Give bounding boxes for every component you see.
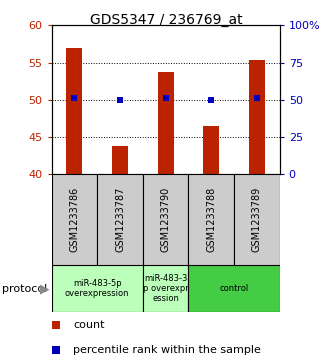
FancyBboxPatch shape xyxy=(52,174,97,265)
Text: GSM1233786: GSM1233786 xyxy=(69,187,80,252)
FancyBboxPatch shape xyxy=(143,265,188,312)
Bar xyxy=(203,126,219,174)
Text: GDS5347 / 236769_at: GDS5347 / 236769_at xyxy=(90,13,243,27)
FancyBboxPatch shape xyxy=(52,265,143,312)
Text: percentile rank within the sample: percentile rank within the sample xyxy=(73,345,261,355)
Text: ▶: ▶ xyxy=(40,282,50,295)
FancyBboxPatch shape xyxy=(143,174,188,265)
Bar xyxy=(249,60,265,174)
Text: GSM1233790: GSM1233790 xyxy=(161,187,171,252)
Text: GSM1233789: GSM1233789 xyxy=(252,187,262,252)
Text: count: count xyxy=(73,320,105,330)
Text: miR-483-5p
overexpression: miR-483-5p overexpression xyxy=(65,279,130,298)
Text: protocol: protocol xyxy=(2,284,47,294)
Bar xyxy=(112,146,128,174)
Text: GSM1233788: GSM1233788 xyxy=(206,187,216,252)
Bar xyxy=(158,72,173,174)
FancyBboxPatch shape xyxy=(234,174,280,265)
Bar xyxy=(67,48,82,174)
FancyBboxPatch shape xyxy=(188,174,234,265)
Text: control: control xyxy=(219,284,249,293)
FancyBboxPatch shape xyxy=(188,265,280,312)
FancyBboxPatch shape xyxy=(97,174,143,265)
Text: miR-483-3
p overexpr
ession: miR-483-3 p overexpr ession xyxy=(143,274,188,303)
Text: GSM1233787: GSM1233787 xyxy=(115,187,125,252)
